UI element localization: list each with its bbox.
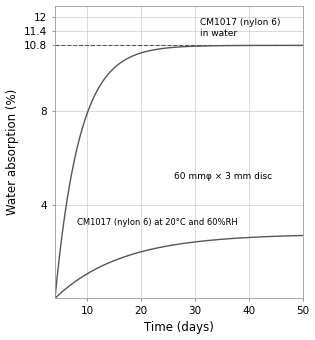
X-axis label: Time (days): Time (days) [144, 321, 214, 335]
Text: CM1017 (nylon 6) at 20°C and 60%RH: CM1017 (nylon 6) at 20°C and 60%RH [77, 218, 237, 227]
Text: 60 mmφ × 3 mm disc: 60 mmφ × 3 mm disc [174, 172, 272, 181]
Y-axis label: Water absorption (%): Water absorption (%) [6, 89, 19, 215]
Text: CM1017 (nylon 6)
in water: CM1017 (nylon 6) in water [200, 18, 281, 37]
